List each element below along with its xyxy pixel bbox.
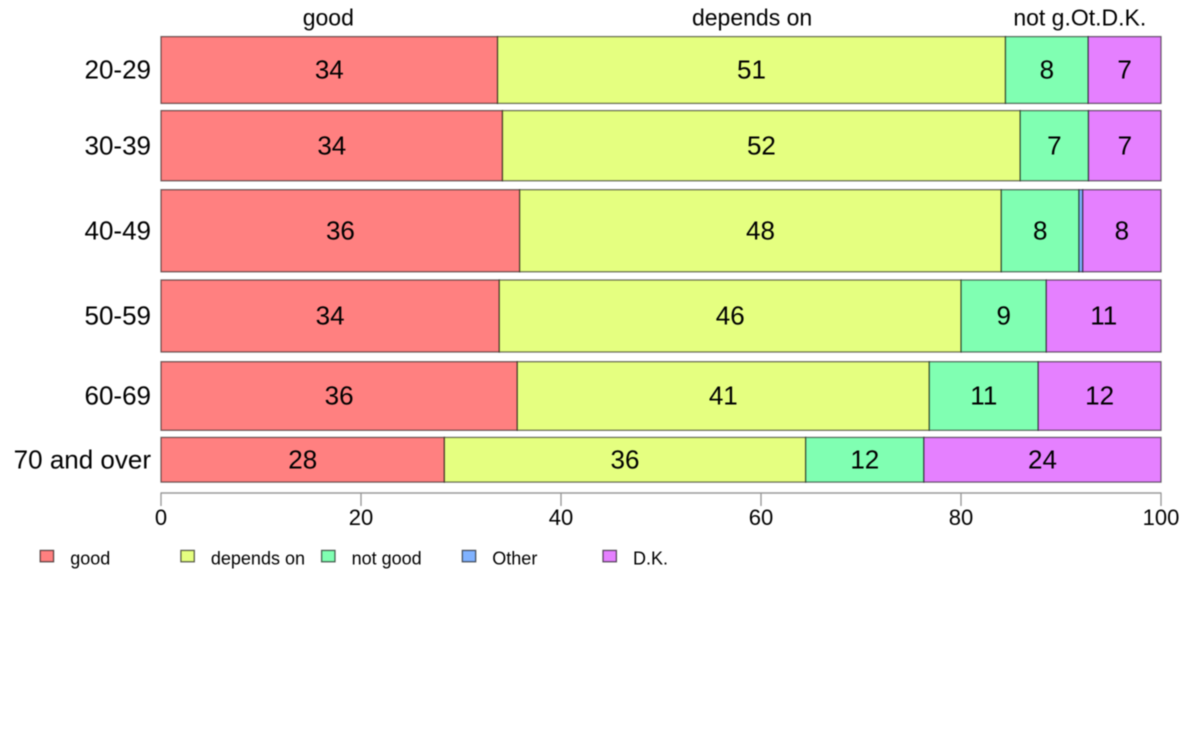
svg-text:7: 7: [1117, 55, 1131, 85]
svg-text:good: good: [303, 4, 354, 30]
svg-text:30-39: 30-39: [85, 130, 152, 160]
svg-text:80: 80: [949, 505, 973, 530]
svg-text:60: 60: [749, 505, 773, 530]
svg-text:36: 36: [326, 215, 355, 245]
svg-text:36: 36: [611, 444, 640, 474]
svg-text:24: 24: [1028, 444, 1057, 474]
svg-text:11: 11: [1090, 301, 1117, 331]
svg-text:34: 34: [316, 301, 345, 331]
svg-text:50-59: 50-59: [85, 301, 152, 331]
svg-text:40-49: 40-49: [85, 215, 152, 245]
svg-text:not g.Ot.D.K.: not g.Ot.D.K.: [1013, 4, 1146, 30]
svg-text:D.K.: D.K.: [633, 548, 668, 568]
svg-text:depends on: depends on: [692, 4, 812, 30]
svg-text:60-69: 60-69: [85, 381, 152, 411]
svg-text:34: 34: [317, 130, 346, 160]
svg-text:34: 34: [315, 55, 344, 85]
svg-text:36: 36: [325, 381, 354, 411]
svg-text:12: 12: [850, 444, 879, 474]
svg-text:7: 7: [1047, 130, 1061, 160]
svg-text:40: 40: [549, 505, 573, 530]
svg-text:9: 9: [996, 301, 1010, 331]
svg-text:8: 8: [1033, 215, 1047, 245]
svg-text:52: 52: [747, 130, 776, 160]
svg-text:not good: not good: [352, 548, 422, 568]
svg-text:70 and over: 70 and over: [14, 444, 152, 474]
svg-text:46: 46: [716, 301, 745, 331]
svg-text:depends on: depends on: [211, 548, 305, 568]
svg-text:48: 48: [746, 215, 775, 245]
svg-text:12: 12: [1085, 381, 1114, 411]
svg-text:41: 41: [709, 381, 738, 411]
svg-text:7: 7: [1118, 130, 1132, 160]
svg-text:Other: Other: [492, 548, 537, 568]
svg-text:20-29: 20-29: [85, 55, 152, 85]
svg-text:8: 8: [1115, 215, 1129, 245]
svg-text:20: 20: [349, 505, 373, 530]
svg-text:100: 100: [1143, 505, 1180, 530]
svg-text:8: 8: [1040, 55, 1054, 85]
svg-text:0: 0: [155, 505, 167, 530]
svg-text:28: 28: [288, 444, 317, 474]
svg-text:11: 11: [970, 381, 997, 411]
svg-text:51: 51: [737, 55, 766, 85]
svg-text:good: good: [70, 548, 110, 568]
